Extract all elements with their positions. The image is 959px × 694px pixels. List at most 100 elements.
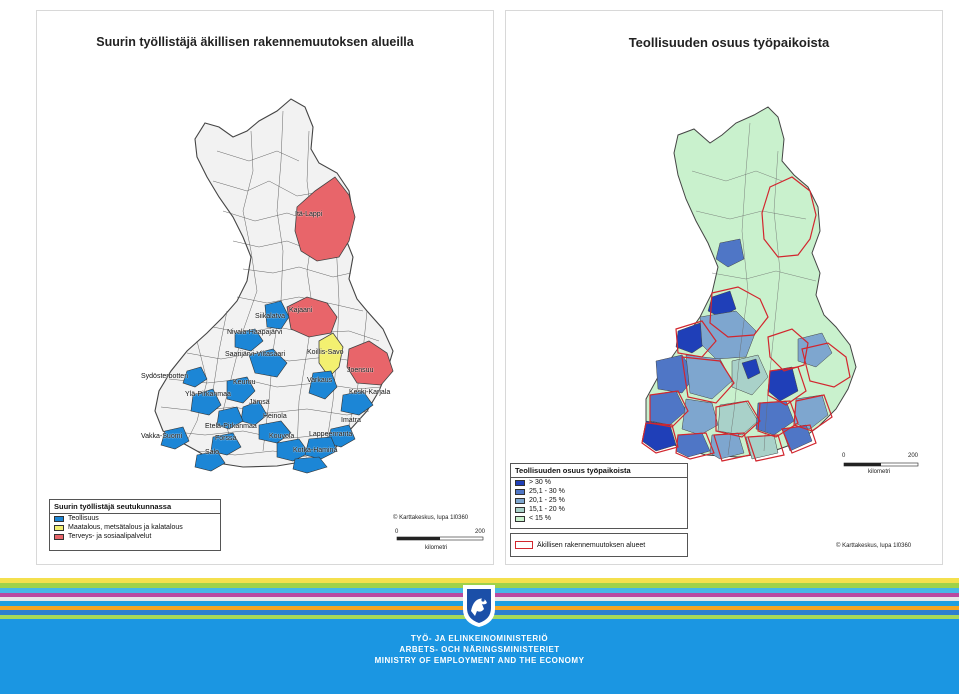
label-imatra: Imatra <box>341 417 361 424</box>
ministry-name-en: MINISTRY OF EMPLOYMENT AND THE ECONOMY <box>374 656 585 665</box>
legend-label-15-20: 15,1 - 20 % <box>529 506 565 513</box>
right-map-panel: Teollisuuden osuus työpaikoista <box>505 10 943 565</box>
right-credit: © Karttakeskus, lupa 1l0360 <box>836 543 912 549</box>
label-kajaani: Kajaani <box>289 307 313 314</box>
structural-change-outlines <box>641 176 851 462</box>
right-outline-legend: Äkillisen rakennemuutoksen alueet <box>510 533 688 557</box>
legend-swatch-under-15 <box>515 515 525 522</box>
label-heinola: Heinola <box>263 413 287 420</box>
label-keski-karjala: Keski-Karjala <box>349 389 391 396</box>
legend-swatch-maatalous <box>54 524 64 531</box>
left-scale-start: 0 <box>395 529 399 535</box>
left-legend-item: Teollisuus <box>50 514 220 523</box>
legend-swatch-20-25 <box>515 497 525 504</box>
label-forssa: Forssa <box>215 435 237 442</box>
region-sydosterbotten <box>182 366 208 388</box>
label-sydosterbotten: Sydösterbotten <box>141 373 189 380</box>
label-saarijarvi-viitasaari: Saarijärvi-Viitasaari <box>225 351 286 358</box>
legend-label-maatalous: Maatalous, metsätalous ja kalatalous <box>68 524 183 531</box>
right-legend-item: 15,1 - 20 % <box>511 505 687 514</box>
legend-label-teollisuus: Teollisuus <box>68 515 99 522</box>
legend-label-terveys: Terveys- ja sosiaalipalvelut <box>68 533 152 540</box>
region-keski-karjala <box>340 390 374 416</box>
region-heinola <box>258 420 292 444</box>
industrial-regions <box>160 300 374 474</box>
right-legend: Teollisuuden osuus työpaikoista > 30 % 2… <box>510 463 688 529</box>
left-legend-item: Maatalous, metsätalous ja kalatalous <box>50 523 220 532</box>
legend-swatch-over-30 <box>515 479 525 486</box>
left-scale-bar <box>396 536 484 541</box>
region-varkaus <box>308 370 338 400</box>
right-legend-item: > 30 % <box>511 478 687 487</box>
right-finland-map <box>641 106 857 462</box>
legend-label-under-15: < 15 % <box>529 515 551 522</box>
left-finland-map <box>154 98 394 474</box>
left-map-title: Suurin työllistäjä äkillisen rakennemuut… <box>96 35 414 49</box>
label-lappeenranta: Lappeenranta <box>309 431 353 438</box>
label-kouvola: Kouvola <box>269 433 295 440</box>
stripe <box>0 578 959 583</box>
region-yla-pirkanmaa <box>190 388 222 416</box>
region-ita-lappi <box>294 176 356 262</box>
right-scale-unit: kilometri <box>868 469 891 475</box>
region-salo <box>194 450 226 472</box>
region-kouvola <box>276 438 310 462</box>
region-nivala <box>234 328 264 352</box>
right-legend-title: Teollisuuden osuus työpaikoista <box>511 464 687 478</box>
legend-swatch-25-30 <box>515 488 525 495</box>
region-vakka-suomi <box>160 426 190 450</box>
left-legend-item: Terveys- ja sosiaalipalvelut <box>50 532 220 541</box>
municipality-borders <box>160 110 390 458</box>
right-scale-bar <box>843 462 919 467</box>
label-yla-pirkanmaa: Ylä-Pirkanmaa <box>185 391 231 398</box>
region-forssa <box>210 432 242 456</box>
ministry-name-fi: TYÖ- JA ELINKEINOMINISTERIÖ <box>410 634 549 643</box>
right-legend-item: 20,1 - 25 % <box>511 496 687 505</box>
municipality-borders-right <box>691 122 817 456</box>
region-joensuu <box>346 340 394 386</box>
region-kotka-hamina <box>292 456 328 474</box>
lion-coat-of-arms-icon <box>463 585 495 627</box>
legend-label-25-30: 25,1 - 30 % <box>529 488 565 495</box>
left-map-panel: Suurin työllistäjä äkillisen rakennemuut… <box>36 10 494 565</box>
right-scale-end: 200 <box>908 453 919 459</box>
banner-blue-band <box>0 619 959 694</box>
legend-swatch-teollisuus <box>54 515 64 522</box>
right-scale-start: 0 <box>842 453 846 459</box>
label-vakka-suomi: Vakka-Suomi <box>141 433 183 440</box>
label-siikalatva: Siikalatva <box>255 313 285 320</box>
label-nivala-haapajarvi: Nivala-Haapajärvi <box>227 329 283 336</box>
label-koillis-savo: Koillis-Savo <box>307 349 344 356</box>
legend-swatch-terveys <box>54 533 64 540</box>
region-etela-pirkanmaa <box>216 406 244 430</box>
legend-label-over-30: > 30 % <box>529 479 551 486</box>
legend-label-20-25: 20,1 - 25 % <box>529 497 565 504</box>
left-scale-end: 200 <box>475 529 486 535</box>
label-keuruu: Keuruu <box>233 379 256 386</box>
legend-swatch-15-20 <box>515 506 525 513</box>
right-map-title: Teollisuuden osuus työpaikoista <box>628 35 830 50</box>
label-kotka-hamina: Kotka-Hamina <box>293 447 338 454</box>
label-varkaus: Varkaus <box>307 377 333 384</box>
region-koillis-savo <box>318 332 344 378</box>
left-legend-title: Suurin työllistäjä seutukunnassa <box>50 500 220 514</box>
label-salo: Salo <box>205 449 220 456</box>
region-siikalatva <box>264 300 290 330</box>
right-legend-item: < 15 % <box>511 514 687 523</box>
label-jamsa: Jämsä <box>249 399 270 406</box>
ministry-name-sv: ARBETS- OCH NÄRINGSMINISTERIET <box>399 645 560 654</box>
left-scale-unit: kilometri <box>425 545 448 551</box>
right-legend-item: 25,1 - 30 % <box>511 487 687 496</box>
legend-swatch-outline <box>515 541 533 549</box>
label-etela-pirkanmaa: Etelä-Pirkanmaa <box>205 423 257 430</box>
region-saarijarvi <box>248 348 288 378</box>
label-joensuu: Joensuu <box>347 367 374 374</box>
left-credit: © Karttakeskus, lupa 1l0360 <box>393 515 469 521</box>
region-lappeenranta <box>304 436 338 460</box>
left-legend: Suurin työllistäjä seutukunnassa Teollis… <box>49 499 221 551</box>
label-ita-lappi: Itä-Lappi <box>295 211 323 218</box>
region-keuruu <box>226 376 256 404</box>
region-kajaani <box>286 296 338 338</box>
legend-label-outline: Äkillisen rakennemuutoksen alueet <box>537 541 646 549</box>
